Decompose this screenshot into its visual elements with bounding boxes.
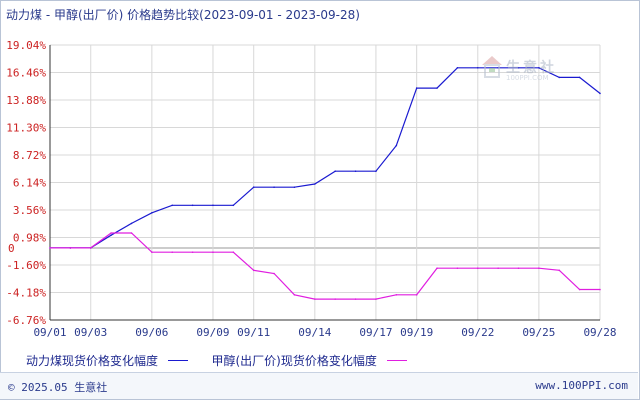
data-point-series-2 — [476, 267, 479, 269]
tick-label-layer: 19.04% 16.46% 13.88% 11.30% 8.72% 6.14% 3.56% 0… — [6, 39, 616, 339]
data-point-series-2 — [517, 267, 520, 269]
legend-swatch-series-1 — [167, 360, 188, 361]
data-point-series-1 — [456, 67, 459, 69]
footer-bar: © 2025.05 生意社 www.100PPI.com — [0, 372, 638, 399]
x-tick-label: 09/22 — [461, 326, 494, 339]
y-tick-label: 16.46% — [6, 67, 46, 80]
data-point-series-1 — [354, 170, 357, 173]
house-logo-icon — [482, 56, 502, 78]
data-point-series-1 — [151, 211, 153, 214]
data-point-series-2 — [375, 298, 377, 300]
site-link[interactable]: www.100PPI.com — [535, 379, 628, 392]
legend-label-series-2: 甲醇(出厂价)现货价格变化幅度 — [211, 354, 377, 368]
y-tick-label: 8.72% — [13, 149, 46, 162]
data-point-series-2 — [69, 247, 72, 249]
chart-title: 动力煤 - 甲醇(出厂价) 价格趋势比较(2023-09-01 - 2023-0… — [6, 8, 360, 22]
data-point-series-1 — [436, 87, 438, 89]
data-point-series-2 — [212, 251, 214, 254]
data-point-series-2 — [415, 294, 418, 296]
axis-layer — [49, 45, 600, 321]
y-tick-label: 0.98% — [13, 232, 46, 245]
x-tick-label: 09/14 — [298, 326, 331, 339]
watermark-url: 100PPI.COM — [506, 74, 549, 82]
data-point-series-1 — [191, 204, 194, 207]
data-point-series-2 — [436, 267, 438, 269]
y-tick-label: 19.04% — [6, 39, 46, 52]
data-point-series-2 — [334, 298, 336, 300]
data-point-series-2 — [314, 298, 316, 300]
zero-label: 0 — [8, 242, 15, 255]
data-point-series-1 — [558, 76, 561, 79]
legend-label-series-1: 动力煤现货价格变化幅度 — [26, 354, 159, 368]
y-tick-label: 13.88% — [6, 94, 46, 107]
y-tick-label: -4.18% — [6, 287, 46, 300]
data-point-series-1 — [334, 170, 336, 173]
data-point-series-1 — [415, 87, 418, 89]
data-point-series-2 — [191, 251, 194, 254]
y-tick-label: -1.60% — [6, 259, 46, 272]
x-tick-label: 09/25 — [522, 326, 555, 339]
y-tick-label: 11.30% — [6, 122, 46, 135]
data-point-series-1 — [212, 204, 214, 207]
grid-layer — [49, 44, 601, 321]
data-point-series-2 — [110, 232, 112, 234]
data-point-series-1 — [599, 92, 601, 95]
data-point-series-2 — [252, 269, 255, 272]
data-point-series-2 — [232, 251, 235, 254]
data-point-series-2 — [89, 247, 92, 249]
y-tick-label: 6.14% — [13, 177, 46, 190]
data-point-series-2 — [171, 251, 174, 254]
x-tick-label: 09/11 — [237, 326, 270, 339]
data-point-series-1 — [130, 222, 133, 225]
data-point-series-1 — [314, 183, 316, 185]
data-point-series-1 — [273, 186, 275, 188]
data-point-series-2 — [151, 251, 153, 254]
legend-swatch-series-2 — [386, 360, 407, 361]
data-point-series-2 — [354, 298, 357, 300]
data-point-series-2 — [49, 247, 51, 249]
watermark-logo: 生意社 100PPI.COM — [480, 54, 580, 86]
data-point-series-2 — [558, 269, 561, 272]
x-tick-label: 09/09 — [196, 326, 229, 339]
copyright-text: © 2025.05 生意社 — [8, 381, 108, 394]
chart-legend: 动力煤现货价格变化幅度 甲醇(出厂价)现货价格变化幅度 — [26, 352, 413, 369]
data-point-series-1 — [252, 186, 255, 188]
data-point-series-1 — [476, 67, 479, 69]
x-tick-label: 09/06 — [135, 326, 168, 339]
y-tick-label: -6.76% — [6, 314, 46, 327]
data-point-series-2 — [456, 267, 459, 269]
data-point-series-1 — [538, 67, 540, 69]
data-point-series-2 — [497, 267, 499, 269]
y-tick-label: 3.56% — [13, 204, 46, 217]
x-tick-label: 09/28 — [583, 326, 616, 339]
data-point-series-2 — [599, 288, 601, 291]
data-point-series-2 — [395, 294, 398, 296]
x-tick-label: 09/17 — [359, 326, 392, 339]
data-point-series-1 — [293, 186, 296, 188]
x-tick-label: 09/03 — [74, 326, 107, 339]
data-point-series-1 — [578, 76, 581, 79]
x-tick-label: 09/19 — [400, 326, 433, 339]
data-point-series-2 — [293, 294, 296, 296]
data-point-series-1 — [517, 67, 520, 69]
data-point-series-2 — [578, 288, 581, 291]
data-point-series-1 — [375, 170, 377, 173]
data-point-series-1 — [232, 204, 235, 207]
x-tick-label: 09/01 — [33, 326, 66, 339]
data-point-series-1 — [171, 204, 174, 207]
data-point-series-2 — [273, 272, 275, 275]
data-point-series-2 — [130, 232, 133, 234]
series-line-1 — [50, 67, 601, 249]
watermark-name: 生意社 — [506, 60, 557, 76]
series-layer — [49, 67, 601, 300]
data-point-series-1 — [395, 144, 398, 147]
series-line-2 — [50, 232, 600, 300]
data-point-series-1 — [110, 234, 112, 236]
data-point-series-2 — [538, 267, 540, 269]
